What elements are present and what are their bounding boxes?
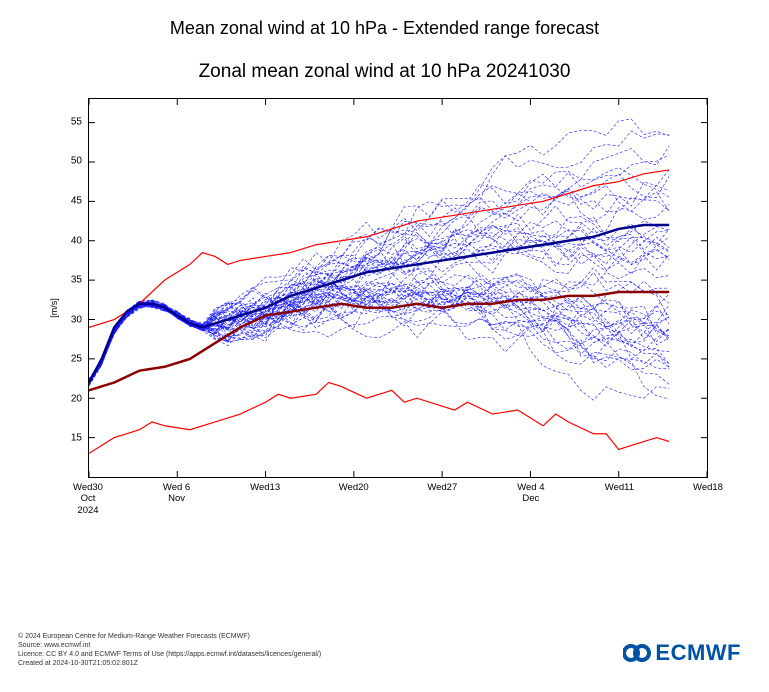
ensemble-member-line — [89, 240, 669, 380]
x-tick-label: Wed27 — [427, 482, 457, 493]
chart-area: [m/s] 152025303540455055 Wed30Oct2024Wed… — [48, 98, 720, 518]
y-tick-label: 50 — [52, 156, 82, 167]
ensemble-member-line — [89, 262, 669, 378]
x-tick-label: Wed 4Dec — [517, 482, 544, 505]
ensemble-mean-line — [89, 225, 669, 382]
ensemble-member-line — [89, 170, 669, 384]
y-tick-label: 15 — [52, 433, 82, 444]
x-tick-label: Wed13 — [250, 482, 280, 493]
y-tick-label: 45 — [52, 195, 82, 206]
ensemble-member-line — [89, 191, 669, 379]
ensemble-member-line — [89, 273, 669, 384]
x-tick-label: Wed20 — [339, 482, 369, 493]
plot-area — [88, 98, 708, 478]
ensemble-member-line — [89, 291, 669, 386]
y-tick-label: 55 — [52, 116, 82, 127]
ecmwf-logo-text: ECMWF — [655, 640, 741, 666]
main-title: Mean zonal wind at 10 hPa - Extended ran… — [0, 0, 769, 39]
x-tick-label: Wed11 — [605, 482, 634, 493]
y-tick-label: 25 — [52, 354, 82, 365]
y-tick-label: 20 — [52, 393, 82, 404]
ensemble-member-line — [89, 289, 669, 385]
footer-credits: © 2024 European Centre for Medium-Range … — [18, 632, 321, 668]
ensemble-member-line — [89, 119, 669, 381]
x-tick-label: Wed 6Nov — [163, 482, 190, 505]
ensemble-member-line — [89, 270, 669, 382]
x-tick-label: Wed18 — [693, 482, 723, 493]
ensemble-member-line — [89, 227, 669, 382]
y-tick-label: 40 — [52, 235, 82, 246]
chart-svg — [89, 99, 707, 477]
climatology-lower-line — [89, 383, 669, 454]
ecmwf-logo-icon — [623, 642, 651, 664]
ensemble-member-line — [89, 174, 669, 386]
ensemble-member-line — [89, 146, 669, 382]
y-tick-label: 35 — [52, 275, 82, 286]
ecmwf-logo: ECMWF — [623, 640, 741, 666]
chart-title: Zonal mean zonal wind at 10 hPa 20241030 — [0, 39, 769, 83]
x-tick-label: Wed30Oct2024 — [73, 482, 103, 516]
ensemble-member-line — [89, 287, 669, 385]
ensemble-member-line — [89, 283, 669, 380]
ensemble-member-line — [89, 281, 669, 399]
y-tick-label: 30 — [52, 314, 82, 325]
ensemble-member-line — [89, 296, 669, 383]
climatology-mean-line — [89, 292, 669, 390]
climatology-upper-line — [89, 170, 669, 327]
